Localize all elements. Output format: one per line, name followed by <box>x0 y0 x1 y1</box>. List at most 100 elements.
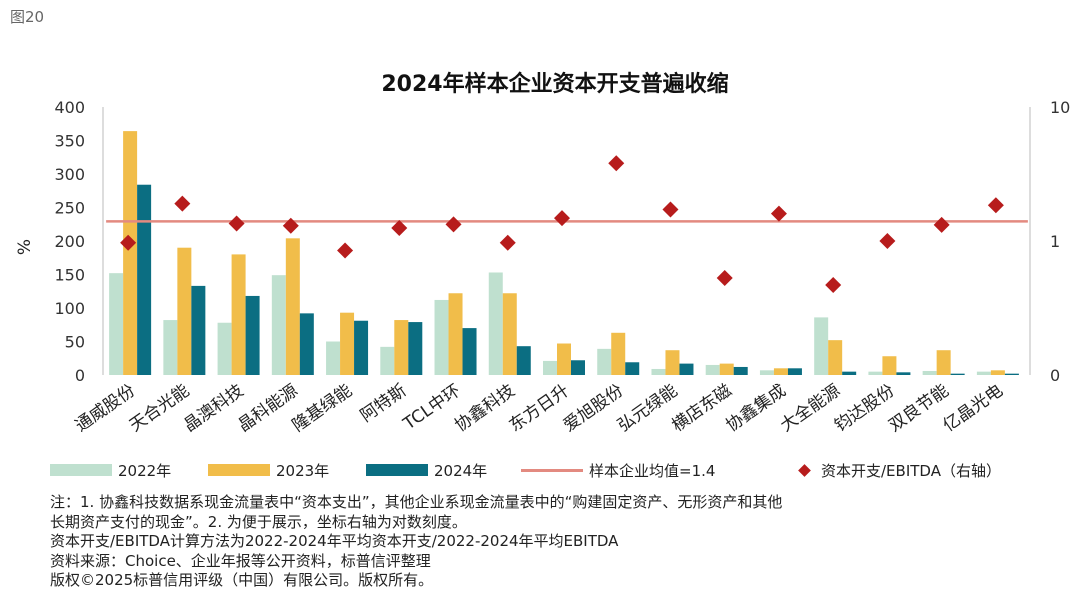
x-tick-label: 弘元绿能 <box>614 381 681 436</box>
legend-item-2024: 2024年 <box>366 456 487 484</box>
chart-title: 2024年样本企业资本开支普遍收缩 <box>381 71 728 97</box>
x-tick-label: 爱旭股份 <box>560 381 627 436</box>
bar-2024年 <box>245 295 260 375</box>
x-tick-label: 亿晶光电 <box>940 381 1007 436</box>
ratio-marker <box>554 210 570 227</box>
legend-item-average: 样本企业均值=1.4 <box>521 456 715 484</box>
ratio-markers <box>120 155 1004 293</box>
right-tick-label: 0 <box>1050 366 1060 385</box>
legend-swatch-2022 <box>50 464 112 476</box>
note-line-2: 长期资产支付的现金”。2. 为便于展示，坐标右轴为对数刻度。 <box>50 512 467 531</box>
bar-2022年 <box>488 272 503 375</box>
legend-label-ratio: 资本开支/EBITDA（右轴） <box>821 461 1001 480</box>
bar-2024年 <box>191 285 206 375</box>
bar-2024年 <box>571 360 585 375</box>
left-tick-label: 0 <box>75 366 85 385</box>
left-tick-label: 200 <box>54 232 85 251</box>
bar-2024年 <box>679 363 694 375</box>
x-tick-label: 双良节能 <box>885 381 952 436</box>
notes: 注：1. 协鑫科技数据系现金流量表中“资本支出”，其他企业系现金流量表中的“购建… <box>50 493 1070 591</box>
ratio-marker <box>282 217 299 234</box>
legend-label-2022: 2022年 <box>118 461 172 480</box>
note-line-4: 资料来源：Choice、企业年报等公开资料，标普信评整理 <box>50 551 431 570</box>
ratio-marker <box>228 215 245 232</box>
bar-2023年 <box>448 293 463 375</box>
legend-swatch-2024 <box>366 464 428 476</box>
note-line-3: 资本开支/EBITDA计算方法为2022-2024年平均资本开支/2022-20… <box>50 532 619 550</box>
bar-2023年 <box>719 363 734 375</box>
x-tick-label: 天合光能 <box>126 381 193 436</box>
legend-swatch-2023 <box>208 464 270 476</box>
bar-2022年 <box>759 370 774 375</box>
bar-2022年 <box>271 275 286 375</box>
ratio-marker <box>662 201 679 218</box>
chart: 2024年样本企业资本开支普遍收缩 % 05010015020025030035… <box>15 71 1070 436</box>
bar-2024年 <box>787 368 802 375</box>
bar-2024年 <box>842 371 857 375</box>
left-tick-label: 300 <box>54 165 85 184</box>
ratio-marker <box>716 269 733 286</box>
left-tick-label: 100 <box>54 299 85 318</box>
right-tick-label: 10 <box>1050 98 1070 117</box>
bar-2024年 <box>1004 373 1019 375</box>
bar-2023年 <box>285 238 300 375</box>
x-tick-label: 横店东磁 <box>668 381 735 436</box>
figure-label: 图20 <box>10 8 45 26</box>
bar-2023年 <box>340 312 355 375</box>
legend-label-2023: 2023年 <box>276 461 330 480</box>
bar-2024年 <box>625 362 640 375</box>
x-tick-label: 隆基绿能 <box>289 381 356 436</box>
bar-2022年 <box>814 317 829 375</box>
left-y-axis: 0 50 100 150 200 250 300 350 400 <box>54 98 104 385</box>
bar-2022年 <box>217 322 232 375</box>
bar-2022年 <box>868 371 883 375</box>
ratio-marker <box>120 234 137 251</box>
left-tick-label: 400 <box>54 98 85 117</box>
left-tick-label: 350 <box>54 132 85 151</box>
bar-2022年 <box>922 370 937 375</box>
bar-2023年 <box>611 332 626 375</box>
x-tick-label: 东方日升 <box>506 381 573 436</box>
bar-2024年 <box>950 373 965 375</box>
ratio-marker <box>770 205 787 222</box>
ratio-marker <box>879 233 896 249</box>
bar-2022年 <box>109 273 124 375</box>
bar-2024年 <box>137 184 152 375</box>
bar-2024年 <box>408 322 423 375</box>
bar-2022年 <box>705 364 720 375</box>
bar-2022年 <box>597 348 612 375</box>
bar-2024年 <box>896 372 911 375</box>
x-tick-label: 协鑫集成 <box>723 381 790 436</box>
x-tick-label: TCL中环 <box>399 381 464 435</box>
left-tick-label: 50 <box>65 333 85 352</box>
legend-item-2023: 2023年 <box>208 456 329 484</box>
legend: 2022年 2023年 2024年 样本企业均值=1.4 资本开支/EBITDA… <box>44 456 1080 484</box>
bar-2022年 <box>326 341 341 375</box>
bar-2023年 <box>502 293 517 375</box>
x-tick-label: 晶澳科技 <box>180 381 247 436</box>
left-tick-label: 150 <box>54 266 85 285</box>
left-tick-label: 250 <box>54 199 85 218</box>
ratio-marker <box>174 195 191 212</box>
legend-item-2022: 2022年 <box>50 456 171 484</box>
x-tick-label: 大全能源 <box>777 381 844 436</box>
ratio-marker <box>987 197 1004 214</box>
x-tick-label: 通威股份 <box>72 381 139 436</box>
bar-2023年 <box>990 370 1005 375</box>
bar-2023年 <box>177 247 192 375</box>
bar-2024年 <box>733 366 748 375</box>
bar-2022年 <box>434 299 449 375</box>
x-tick-label: 钧达股份 <box>831 381 898 436</box>
bar-2022年 <box>380 346 395 375</box>
bar-2023年 <box>557 343 571 375</box>
bar-2024年 <box>516 346 531 375</box>
legend-item-ratio: 资本开支/EBITDA（右轴） <box>794 456 1001 484</box>
legend-diamond-icon <box>798 463 811 477</box>
bar-2023年 <box>394 320 409 375</box>
legend-label-average: 样本企业均值=1.4 <box>589 461 716 480</box>
ratio-marker <box>825 276 842 293</box>
ratio-marker <box>391 220 408 237</box>
y-axis-label: % <box>15 239 35 255</box>
right-y-axis: 0 1 10 <box>1029 98 1070 385</box>
